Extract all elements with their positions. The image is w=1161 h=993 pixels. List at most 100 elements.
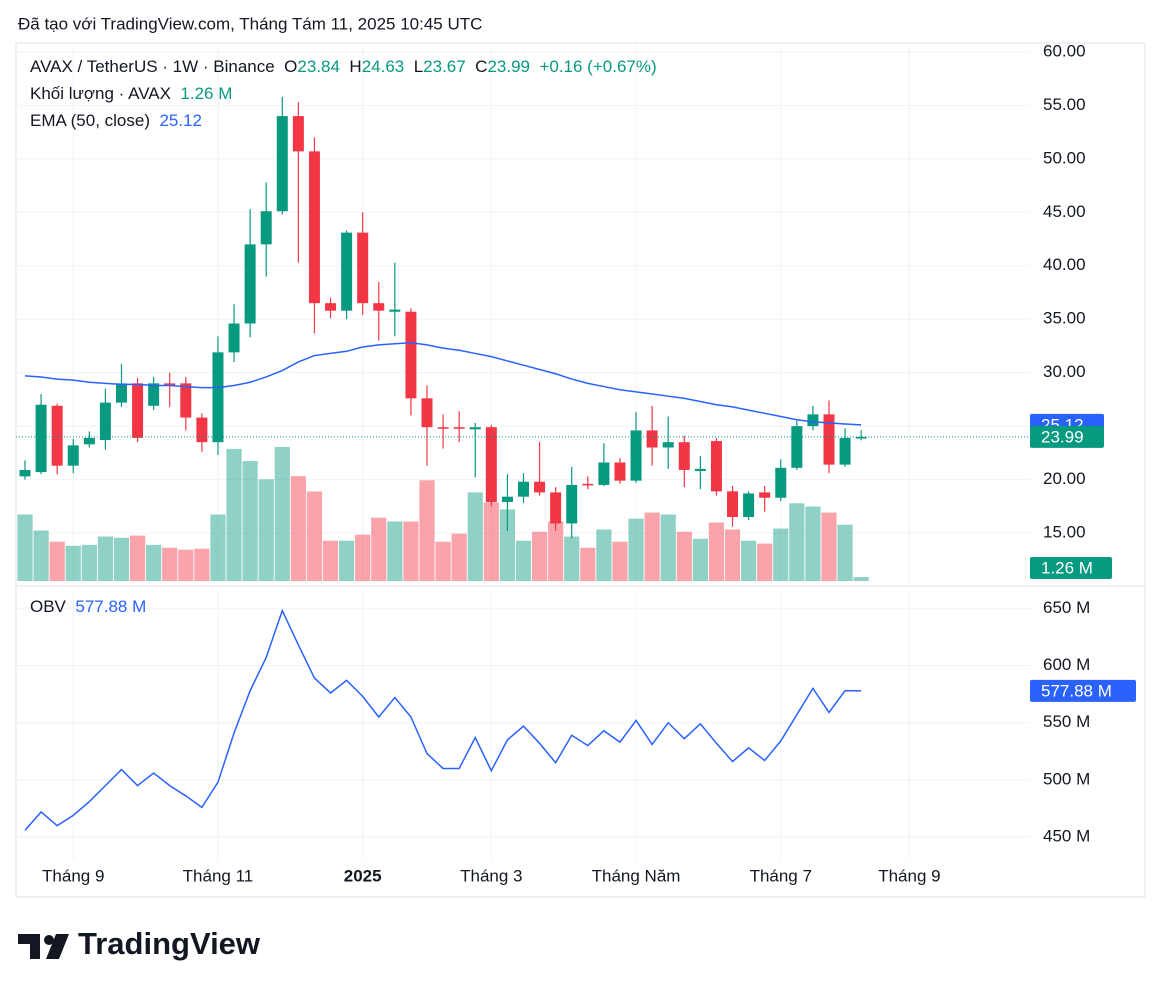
value: 24.63 <box>361 57 405 76</box>
x-tick-label: Tháng 3 <box>460 866 522 885</box>
x-tick-label: Tháng Năm <box>592 866 681 885</box>
volume-bar <box>837 524 853 581</box>
candle-body <box>341 232 353 311</box>
candle-body <box>566 484 578 524</box>
x-tick-label: 2025 <box>344 866 382 885</box>
obv-line <box>24 608 862 831</box>
volume-bar <box>178 549 194 581</box>
name: Khối lượng · AVAX <box>30 84 171 103</box>
candle-body <box>389 309 401 312</box>
y-tick-label: 550 M <box>1043 712 1090 731</box>
candle-body <box>51 405 63 466</box>
candle-body <box>325 303 337 311</box>
candle-body <box>99 402 111 441</box>
candle-body <box>743 493 755 517</box>
volume-bar <box>548 521 564 581</box>
candle-body <box>469 427 481 430</box>
volume-bar <box>821 512 837 581</box>
y-tick-label: 650 M <box>1043 598 1090 617</box>
candle-body <box>164 383 176 386</box>
volume-bar <box>129 535 146 581</box>
candle-body <box>67 445 79 466</box>
candle-body <box>244 244 256 324</box>
volume-bar <box>49 541 65 581</box>
frame <box>15 42 1146 898</box>
volume-bar <box>290 476 306 581</box>
volume-bar <box>789 503 805 581</box>
volume-badge-bg <box>1030 557 1112 579</box>
candle-body <box>582 483 594 486</box>
candle-body <box>196 417 208 443</box>
volume-bar <box>853 576 869 581</box>
candle-body <box>501 496 513 503</box>
candle-body <box>212 352 224 443</box>
obv-badge: 577.88 M <box>1041 681 1112 700</box>
y-tick-label: 500 M <box>1043 769 1090 788</box>
candle-body <box>485 427 497 503</box>
candle-body <box>662 442 674 448</box>
candle-body <box>839 437 851 465</box>
y-tick-label: 60.00 <box>1043 41 1086 60</box>
volume-bar <box>162 547 178 581</box>
candle-body <box>83 437 95 445</box>
candle-body <box>132 383 144 438</box>
volume-bar <box>596 529 612 581</box>
candle-body <box>646 430 658 448</box>
volume-bar <box>676 531 692 581</box>
candle-body <box>694 468 706 472</box>
y-tick-label: 55.00 <box>1043 95 1086 114</box>
x-tick-label: Tháng 11 <box>183 866 254 885</box>
y-tick-label: 600 M <box>1043 655 1090 674</box>
x-tick-label: Tháng 9 <box>42 866 104 885</box>
volume-bar <box>741 540 757 581</box>
volume-bar <box>33 530 49 581</box>
volume-bar <box>483 502 499 581</box>
volume-bar <box>146 544 162 581</box>
candle-body <box>791 426 803 468</box>
candle-body <box>630 430 642 481</box>
candle-body <box>308 151 320 304</box>
volume-bar <box>708 522 725 581</box>
value: 23.99 <box>487 57 530 76</box>
key: O <box>284 57 298 76</box>
candle-body <box>148 383 160 406</box>
candle-body <box>373 303 385 311</box>
value: 25.12 <box>159 111 202 130</box>
volume-bar <box>274 447 290 581</box>
volume-bar <box>371 517 387 581</box>
candle-body <box>855 436 867 439</box>
volume-bar <box>531 531 548 581</box>
ema-line <box>24 341 862 426</box>
volume-bar <box>467 492 483 581</box>
volume-bar <box>515 540 532 581</box>
volume-bar <box>97 536 114 581</box>
y-tick-label: 450 M <box>1043 827 1090 846</box>
close-badge-bg <box>1030 425 1104 448</box>
volume-bar <box>81 544 97 581</box>
value: 577.88 M <box>75 597 147 616</box>
volume-bar <box>355 534 371 581</box>
key: C <box>475 57 488 76</box>
volume-bar <box>226 448 242 581</box>
candle-body <box>405 311 417 399</box>
volume-bar <box>499 509 516 581</box>
key: L <box>413 57 424 76</box>
volume-bar <box>580 547 596 581</box>
y-tick-label: 40.00 <box>1043 255 1086 274</box>
candle-body <box>727 491 739 517</box>
value: 1.26 M <box>180 84 233 103</box>
candle-body <box>453 427 465 429</box>
symbol: AVAX / TetherUS · 1W · Binance <box>30 57 275 76</box>
candle-body <box>19 469 31 477</box>
key: H <box>349 57 362 76</box>
y-tick-label: 20.00 <box>1043 469 1086 488</box>
volume-bar <box>306 491 323 581</box>
candle-body <box>35 404 47 473</box>
volume-bar <box>194 548 210 581</box>
candle-body <box>807 414 819 427</box>
candle-body <box>180 383 192 418</box>
candle-body <box>115 383 127 403</box>
candle-body <box>759 492 771 498</box>
